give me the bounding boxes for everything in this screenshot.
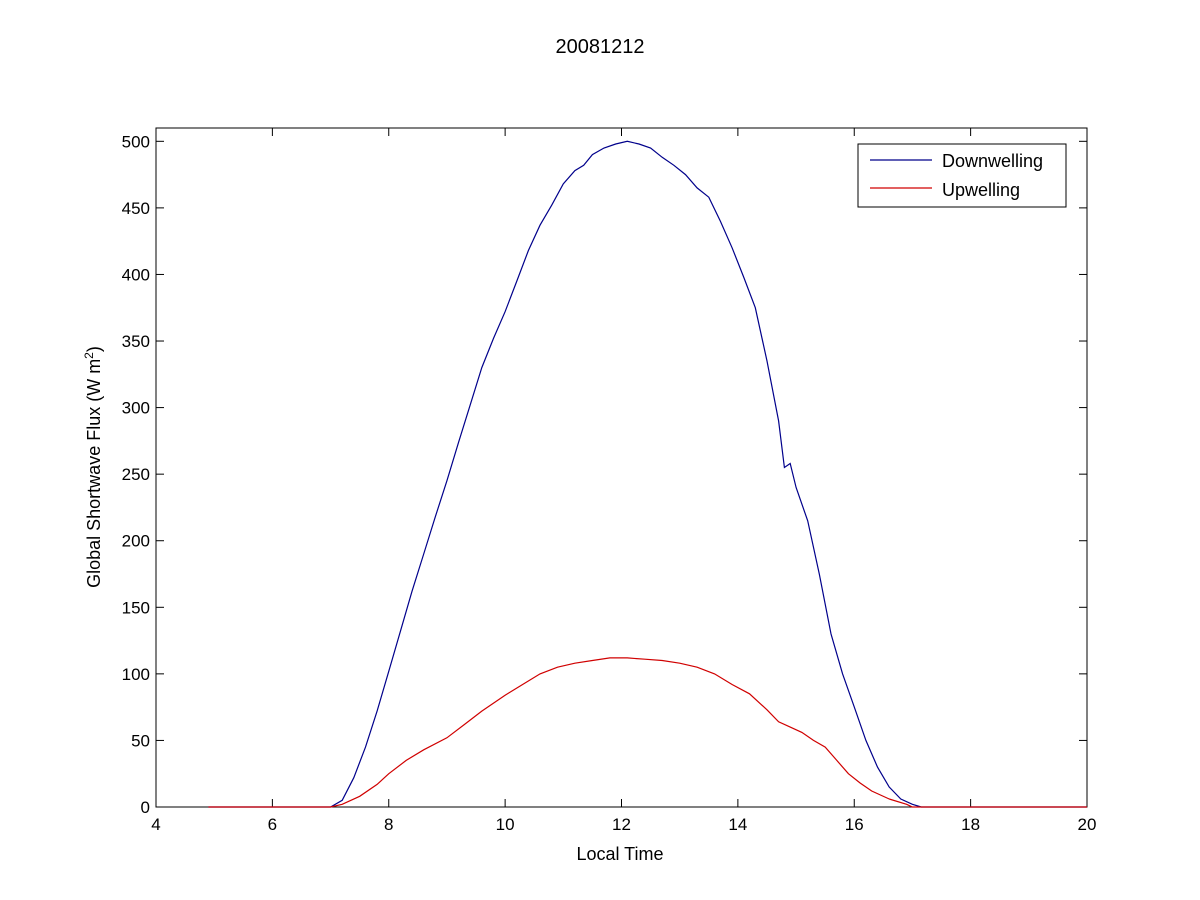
- y-tick-label: 250: [122, 465, 150, 484]
- legend-label-upwelling: Upwelling: [942, 180, 1020, 200]
- y-tick-label: 400: [122, 265, 150, 284]
- plot-area: [155, 127, 1088, 808]
- y-tick-label: 450: [122, 199, 150, 218]
- x-tick-label: 12: [612, 815, 631, 834]
- x-tick-label: 16: [845, 815, 864, 834]
- x-tick-label: 20: [1078, 815, 1097, 834]
- series-line-upwelling: [208, 657, 1087, 808]
- y-tick-label: 300: [122, 399, 150, 418]
- y-tick-label: 200: [122, 532, 150, 551]
- x-tick-label: 18: [961, 815, 980, 834]
- y-axis-label: Global Shortwave Flux (W m2): [82, 346, 104, 588]
- y-tick-label: 500: [122, 132, 150, 151]
- y-axis-label-main: Global Shortwave Flux (W m: [84, 359, 104, 588]
- x-tick-label: 10: [496, 815, 515, 834]
- axis-ticks: 4 6 8 10 12 14 16 18 200501001502002503003504004…: [122, 128, 1097, 834]
- x-axis-label: Local Time: [576, 844, 663, 864]
- y-axis-label-sup: 2: [82, 352, 96, 359]
- y-tick-label: 150: [122, 598, 150, 617]
- legend-box: [857, 143, 1067, 208]
- x-tick-label: 14: [728, 815, 747, 834]
- legend: Downwelling Upwelling: [857, 143, 1067, 208]
- y-tick-label: 350: [122, 332, 150, 351]
- legend-label-downwelling: Downwelling: [942, 151, 1043, 171]
- y-tick-label: 0: [141, 798, 150, 817]
- x-tick-label: 8: [384, 815, 393, 834]
- series-line-downwelling: [208, 140, 1087, 808]
- y-axis-label-end: ): [84, 346, 104, 352]
- series-lines: [208, 140, 1087, 808]
- x-tick-label: 6: [268, 815, 277, 834]
- y-tick-label: 50: [131, 731, 150, 750]
- y-tick-label: 100: [122, 665, 150, 684]
- x-tick-label: 4: [151, 815, 160, 834]
- chart-title: 20081212: [556, 36, 645, 58]
